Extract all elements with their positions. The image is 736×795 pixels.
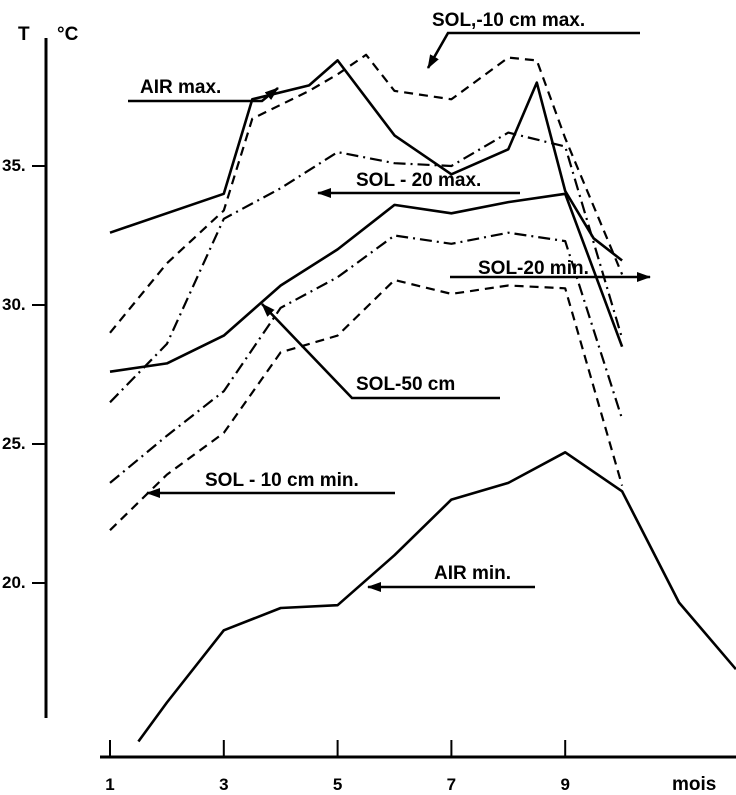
y-ticks: 20. 25. 30. 35.: [2, 156, 46, 592]
series-line-0: [109, 59, 623, 262]
x-tick-label: 1: [105, 775, 114, 794]
x-tick-label: 3: [219, 775, 228, 794]
series-lines: [109, 53, 736, 743]
x-ticks: 1 3 5 7 9: [105, 740, 570, 794]
x-tick-label: 9: [560, 775, 569, 794]
annotation-label: SOL - 10 cm min.: [205, 470, 359, 491]
annotation-arrow: [261, 303, 500, 400]
series-line-3: [109, 192, 624, 373]
x-tick-label: 5: [333, 775, 342, 794]
series-line-4: [109, 231, 624, 484]
annotation-arrow: [426, 31, 640, 69]
y-axis-unit: °C: [57, 24, 79, 45]
x-axis-title: mois: [672, 774, 716, 795]
annotation-label: AIR min.: [434, 563, 511, 584]
y-axis-symbol: T: [18, 24, 30, 45]
annotation-arrow: [128, 86, 279, 103]
x-tick-label: 7: [447, 775, 456, 794]
y-tick-label: 20.: [2, 573, 26, 592]
y-tick-label: 30.: [2, 295, 26, 314]
y-tick-label: 25.: [2, 434, 26, 453]
y-tick-label: 35.: [2, 156, 26, 175]
annotation-label: AIR max.: [140, 77, 221, 98]
annotation-label: SOL,-10 cm max.: [432, 10, 585, 31]
annotation-label: SOL-50 cm: [356, 374, 455, 395]
series-line-5: [109, 278, 624, 531]
annotation-label: SOL-20 min.: [478, 258, 589, 279]
annotation-label: SOL - 20 max.: [356, 170, 481, 191]
series-annotations: AIR max. SOL,-10 cm max. SOL - 20 max. SOL-…: [128, 10, 651, 592]
series-line-1: [109, 53, 624, 334]
series-line-6: [137, 450, 736, 743]
series-line-2: [109, 131, 624, 404]
